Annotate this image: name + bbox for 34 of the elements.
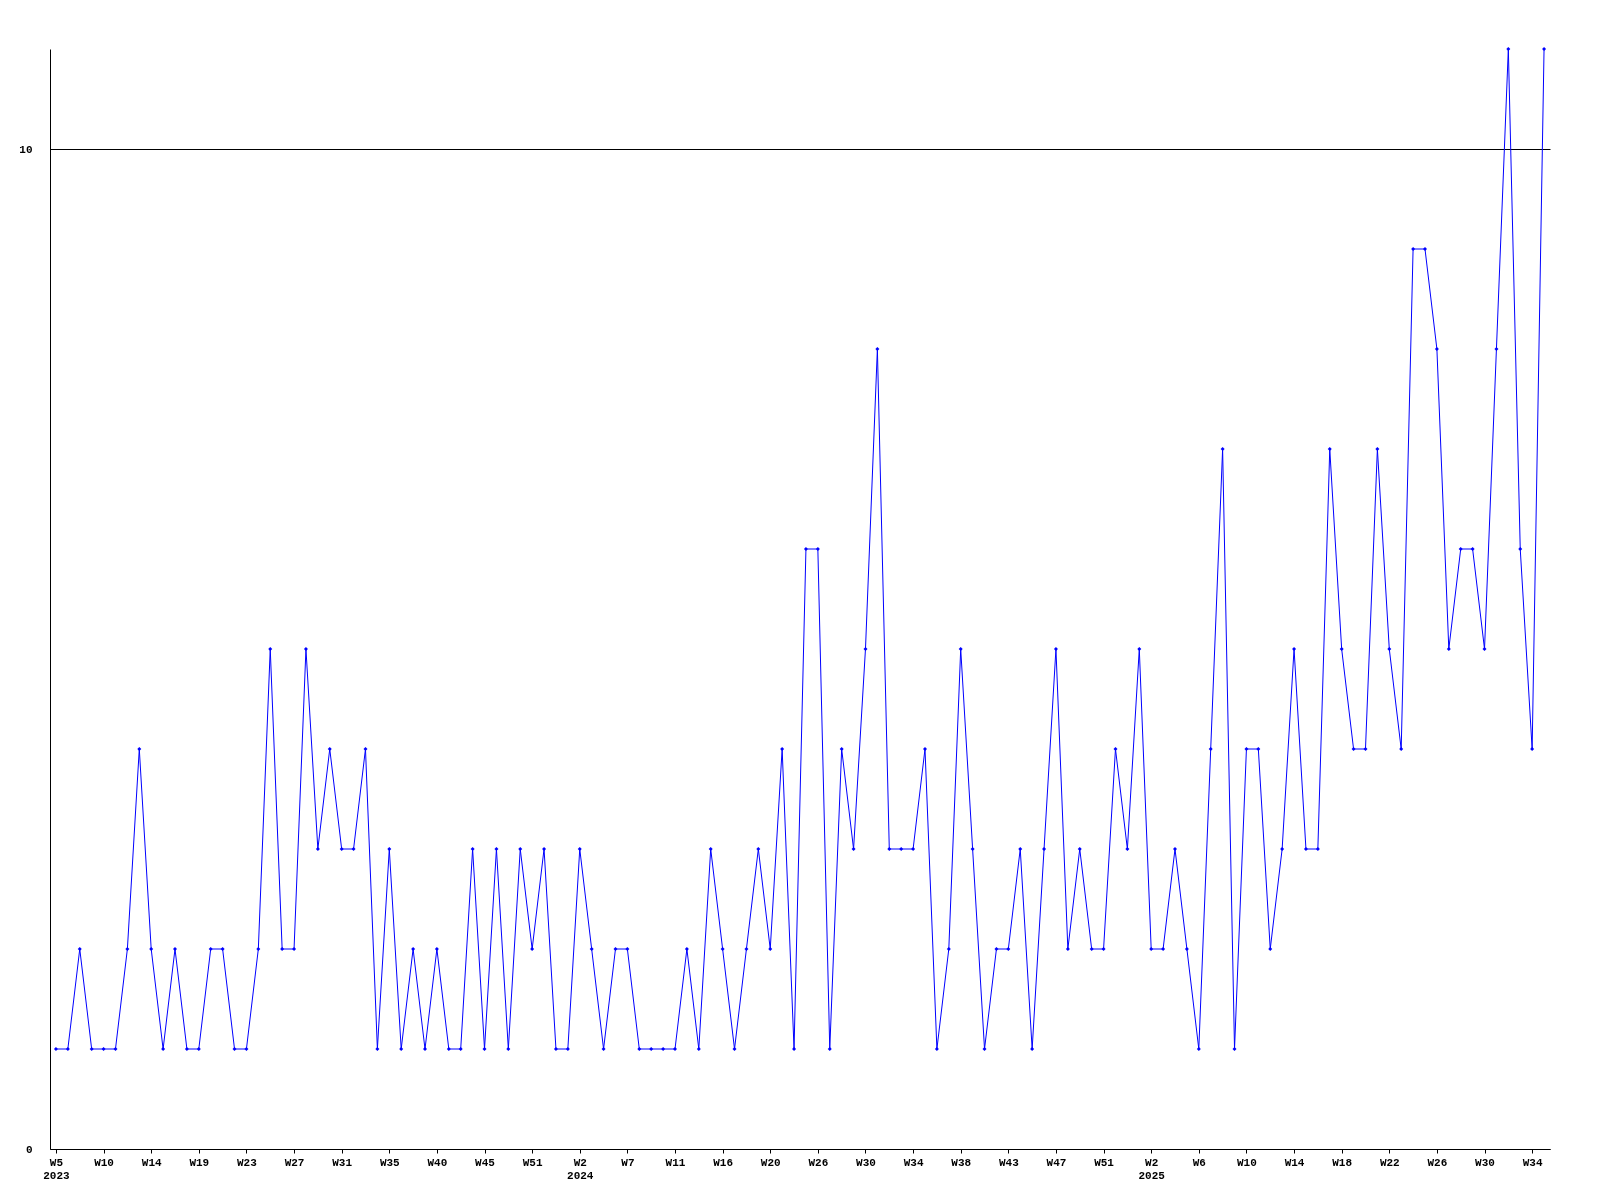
x-tick-label: W26 <box>808 1156 829 1169</box>
x-tick-label: W10 <box>1237 1156 1257 1169</box>
x-tick-label: W23 <box>237 1156 258 1169</box>
x-tick-label: W40 <box>427 1156 448 1169</box>
x-tick-label: W14 <box>1284 1156 1305 1169</box>
x-tick-label: W30 <box>1475 1156 1495 1169</box>
x-tick-label: W26 <box>1427 1156 1448 1169</box>
x-tick-label: W51 <box>522 1156 543 1169</box>
x-tick-label: W10 <box>94 1156 114 1169</box>
x-tick-label: W45 <box>475 1156 496 1169</box>
x-tick-label: W31 <box>332 1156 353 1169</box>
x-tick-label: W5 2023 <box>43 1156 71 1182</box>
y-tick-label: 0 <box>25 1143 33 1156</box>
x-tick-label: W16 <box>713 1156 734 1169</box>
x-tick-label: W11 <box>665 1156 686 1169</box>
x-tick-label: W34 <box>903 1156 924 1169</box>
x-tick-label: W18 <box>1332 1156 1353 1169</box>
x-tick-label: W6 <box>1192 1156 1206 1169</box>
x-tick-label: W27 <box>284 1156 305 1169</box>
x-tick-label: W38 <box>951 1156 972 1169</box>
x-tick-label: W30 <box>856 1156 876 1169</box>
x-tick-label: W7 <box>621 1156 635 1169</box>
x-tick-label: W51 <box>1094 1156 1115 1169</box>
x-tick-label: W2 2025 <box>1138 1156 1166 1182</box>
x-tick-label: W20 <box>760 1156 781 1169</box>
x-tick-label: W19 <box>189 1156 210 1169</box>
x-tick-label: W43 <box>998 1156 1020 1169</box>
x-tick-label: W14 <box>141 1156 162 1169</box>
x-tick-label: W22 <box>1379 1156 1400 1169</box>
x-tick-label: W34 <box>1522 1156 1543 1169</box>
x-tick-label: W35 <box>379 1156 401 1169</box>
y-tick-label: 10 <box>19 143 33 156</box>
x-tick-label: W47 <box>1046 1156 1067 1169</box>
x-tick-label: W2 2024 <box>567 1156 594 1182</box>
